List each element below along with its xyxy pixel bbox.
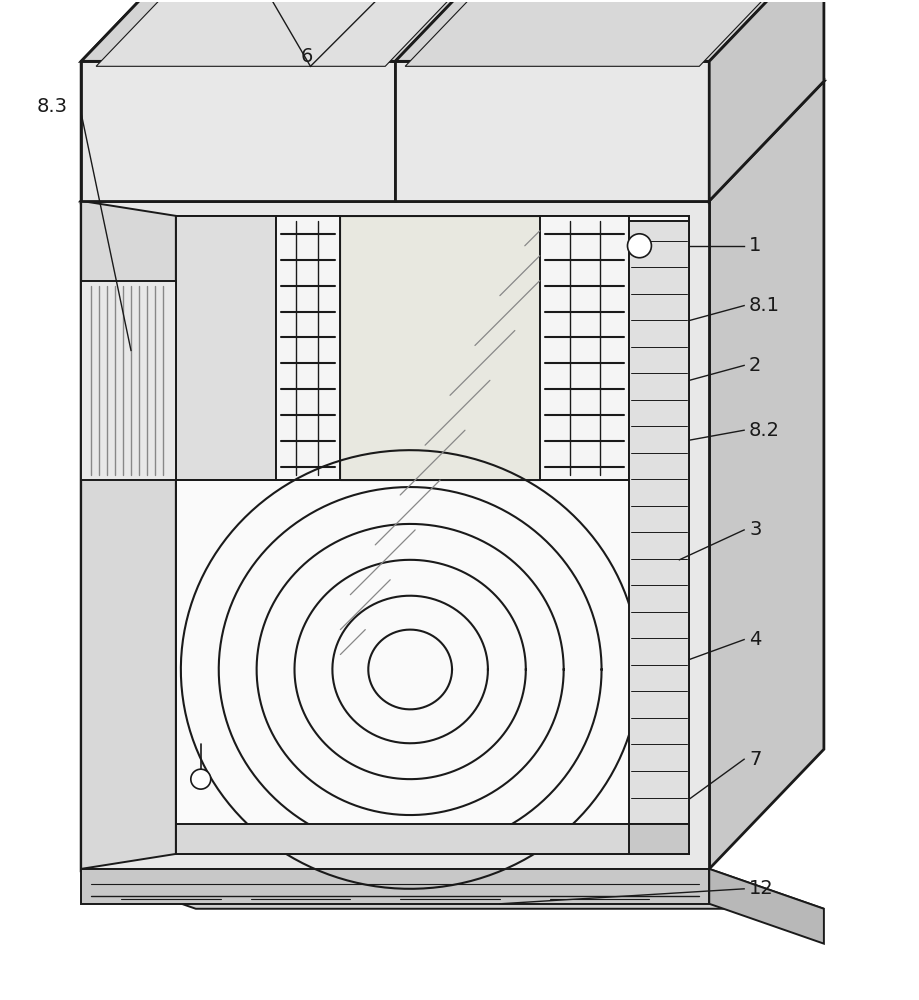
Polygon shape [395, 0, 824, 61]
Polygon shape [96, 0, 500, 66]
Polygon shape [395, 61, 709, 201]
Polygon shape [630, 824, 689, 854]
Text: 3: 3 [749, 520, 762, 539]
Polygon shape [709, 869, 824, 944]
Polygon shape [81, 201, 176, 869]
Polygon shape [81, 281, 176, 480]
Polygon shape [276, 216, 340, 480]
Polygon shape [709, 0, 824, 201]
Polygon shape [630, 221, 689, 844]
Text: 12: 12 [749, 879, 774, 898]
Text: 8.2: 8.2 [749, 421, 780, 440]
Text: 8.1: 8.1 [749, 296, 780, 315]
Text: 8.3: 8.3 [36, 97, 67, 116]
Polygon shape [405, 0, 814, 66]
Polygon shape [176, 824, 689, 854]
Polygon shape [340, 216, 539, 480]
Polygon shape [176, 216, 689, 854]
Polygon shape [81, 0, 196, 201]
Polygon shape [81, 869, 824, 909]
Text: 4: 4 [749, 630, 762, 649]
Polygon shape [81, 0, 510, 61]
Text: 7: 7 [749, 750, 762, 769]
Text: 6: 6 [301, 47, 312, 66]
Text: 1: 1 [749, 236, 762, 255]
Polygon shape [176, 216, 276, 480]
Circle shape [628, 234, 652, 258]
Polygon shape [81, 869, 709, 904]
Polygon shape [81, 61, 395, 201]
Polygon shape [81, 81, 824, 201]
Text: 2: 2 [749, 356, 762, 375]
Circle shape [191, 769, 210, 789]
Polygon shape [709, 81, 824, 869]
Polygon shape [81, 201, 709, 869]
Polygon shape [539, 216, 630, 480]
Polygon shape [81, 81, 196, 869]
